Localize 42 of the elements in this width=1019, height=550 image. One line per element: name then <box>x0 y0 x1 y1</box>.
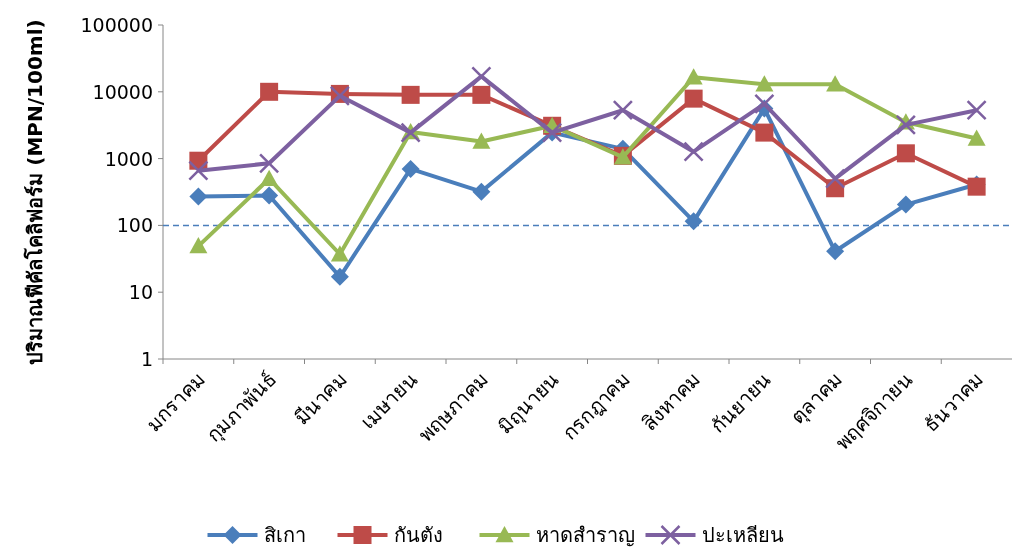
point <box>684 212 703 231</box>
point <box>755 123 774 142</box>
point <box>401 159 420 178</box>
point <box>754 93 775 115</box>
point <box>189 187 208 206</box>
y-axis-title: ปริมาณฟีคัลโคลิฟอร์ม (MPN/100ml) <box>23 19 47 365</box>
point <box>330 267 349 286</box>
point <box>330 245 349 262</box>
y-tick-label: 1000 <box>104 147 153 170</box>
y-tick-label: 10 <box>128 281 153 304</box>
point <box>472 132 491 149</box>
point <box>896 195 915 214</box>
point <box>329 85 351 107</box>
point <box>966 99 987 121</box>
point <box>471 66 492 87</box>
point <box>188 160 209 181</box>
point <box>895 114 917 136</box>
point <box>258 153 280 174</box>
point <box>826 75 845 92</box>
legend-label: หาดสำราญ <box>535 523 635 547</box>
point <box>260 186 279 205</box>
point <box>189 237 208 254</box>
y-tick-label: 10000 <box>92 80 153 103</box>
point <box>472 85 491 104</box>
point <box>260 82 279 101</box>
point <box>260 169 279 186</box>
point <box>401 85 420 104</box>
y-tick-label: 100 <box>116 214 153 237</box>
point <box>683 141 704 162</box>
y-tick-label: 100000 <box>80 14 153 36</box>
y-tick-label: 1 <box>140 348 153 370</box>
point <box>472 182 491 201</box>
legend-label: สิเกา <box>263 523 306 547</box>
legend-label: กันตัง <box>393 523 443 547</box>
point <box>612 99 634 121</box>
point <box>684 68 703 85</box>
point <box>967 129 986 146</box>
point <box>826 242 845 261</box>
point <box>684 89 703 108</box>
point <box>896 144 915 163</box>
legend-label: ปะเหลียน <box>701 523 784 547</box>
point <box>755 75 774 92</box>
